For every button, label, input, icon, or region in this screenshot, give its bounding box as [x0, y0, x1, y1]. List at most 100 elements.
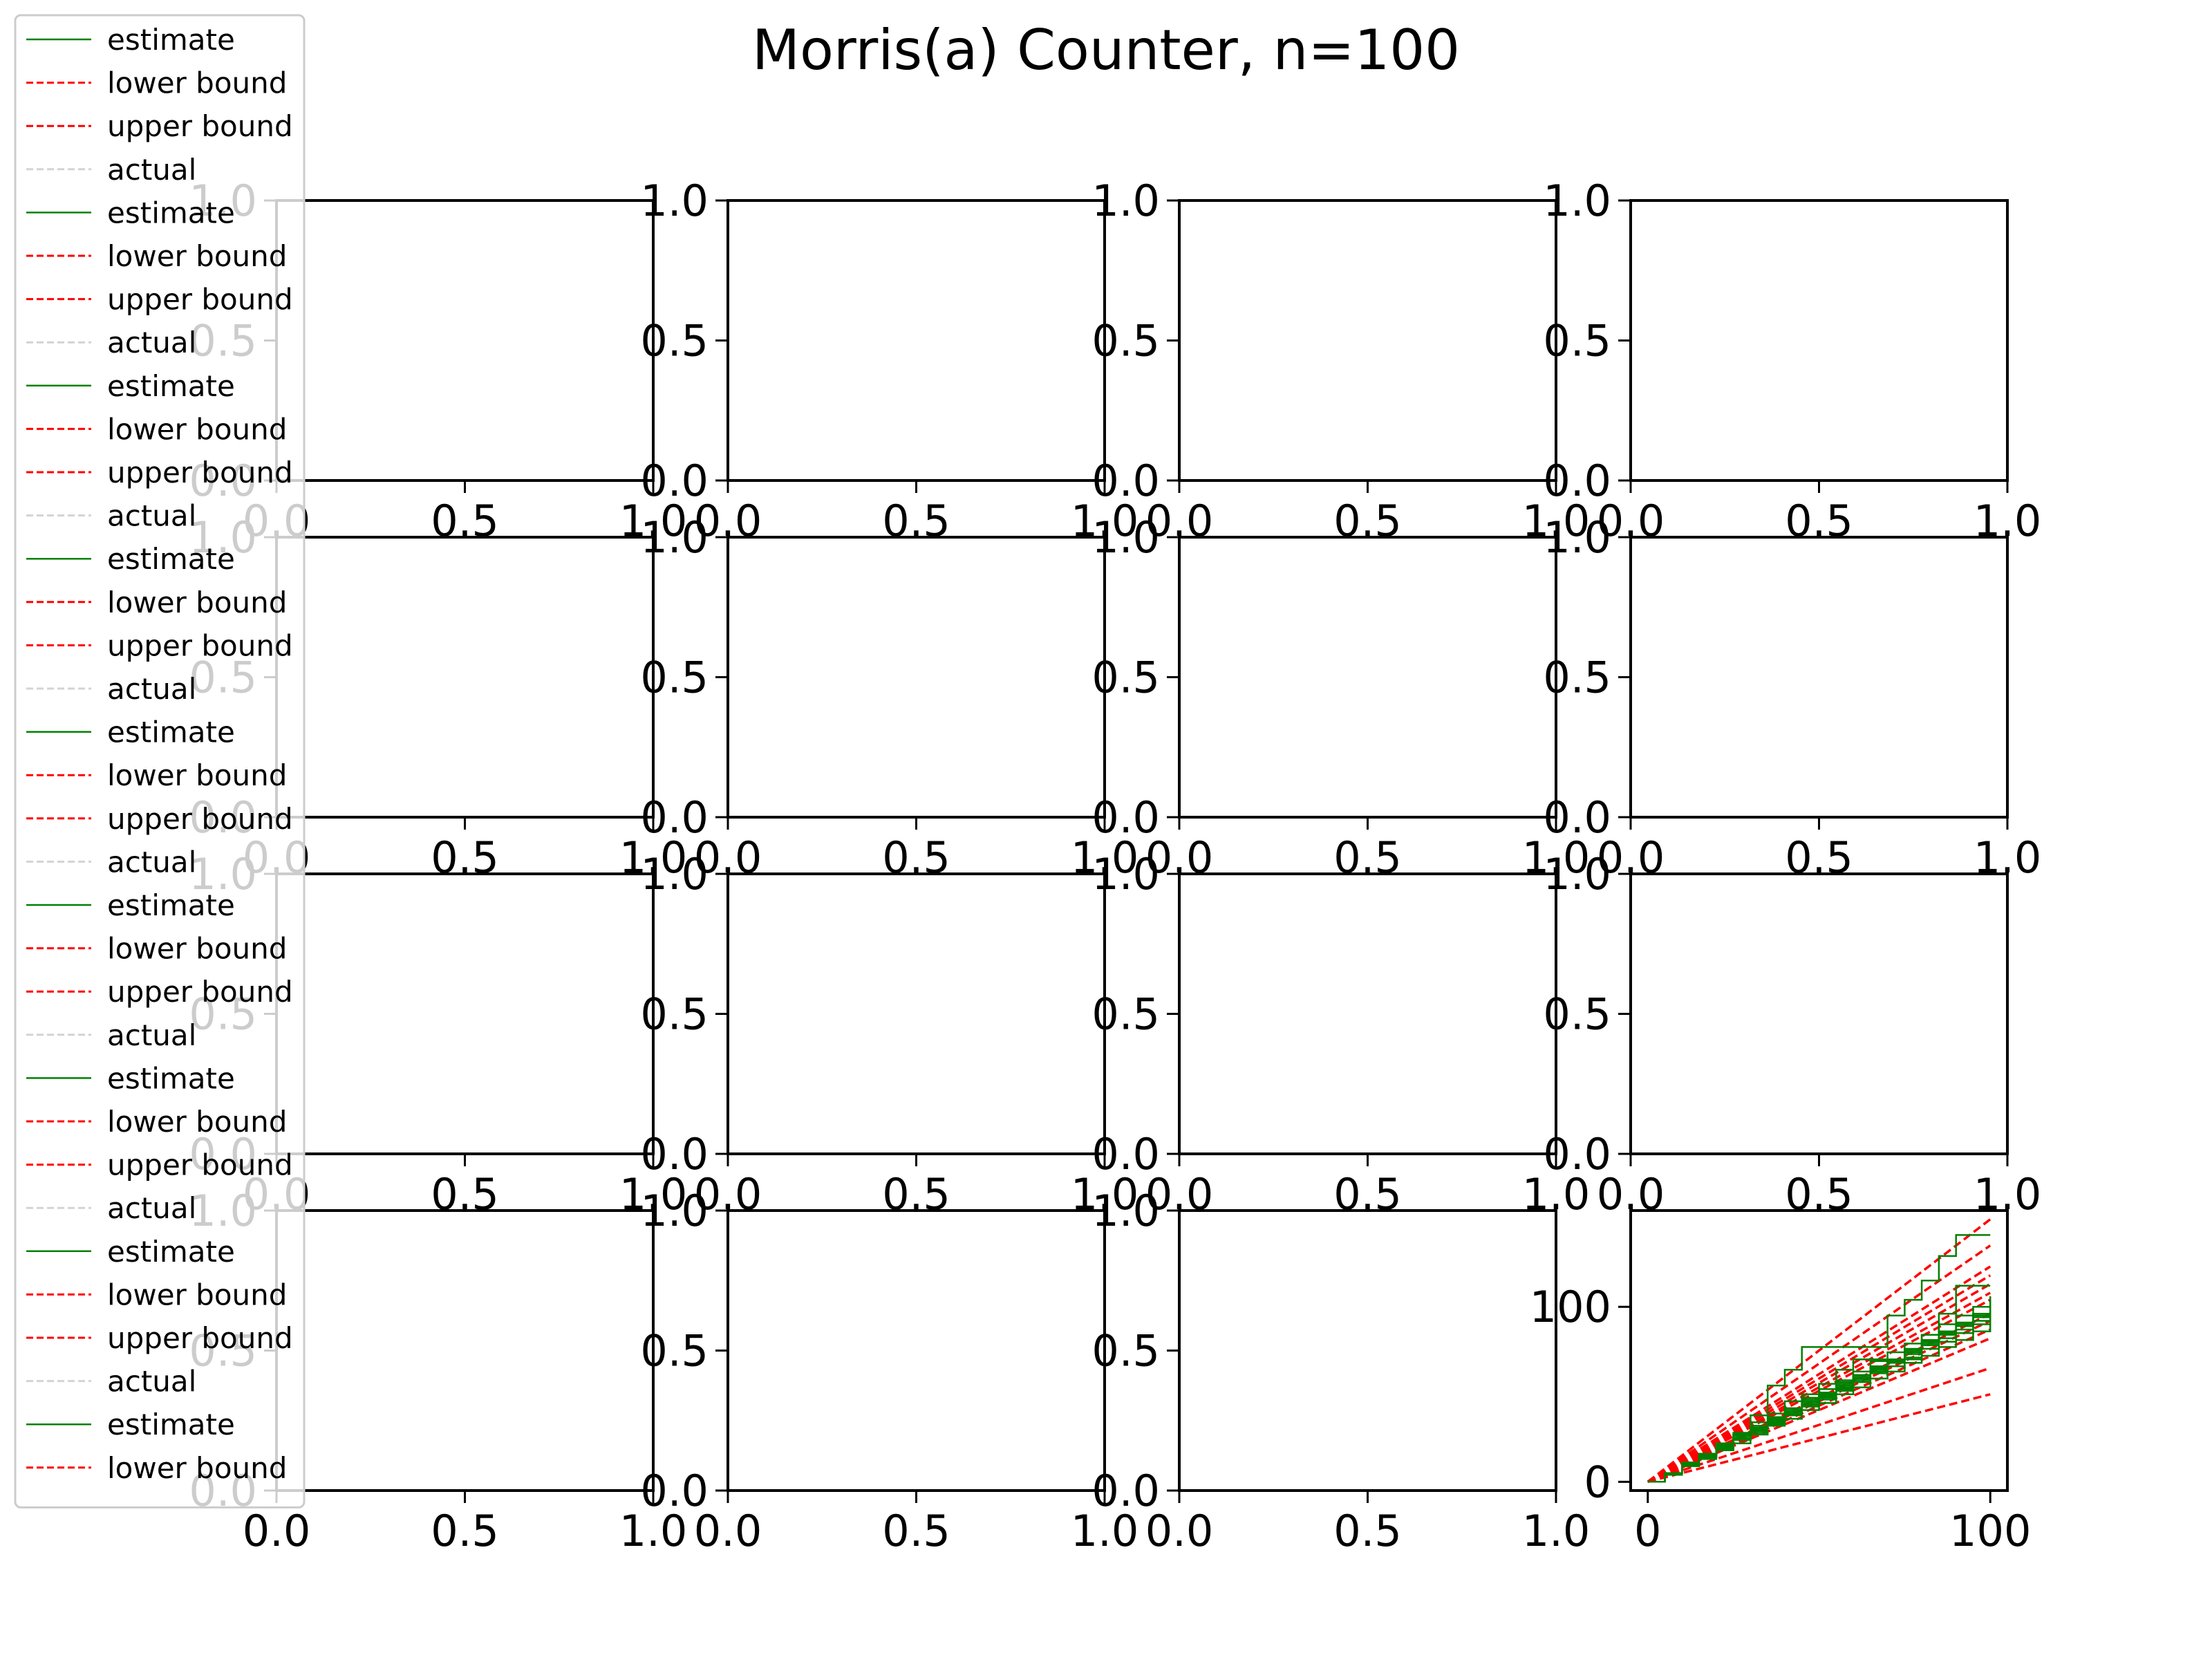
- y-tick-label: 0: [1584, 1457, 1611, 1507]
- subplot-r4-c2: 0.0 0.5 1.0 0.0 0.5 1.0: [640, 1186, 1138, 1556]
- x-tick-label: 0.5: [431, 1506, 499, 1556]
- subplot-r3-c4: 0.0 0.5 1.00.00.51.0: [1543, 849, 2041, 1220]
- x-tick-label: 1.0: [619, 1506, 688, 1556]
- legend-label: lower bound: [107, 932, 287, 966]
- axes-frame: [275, 1209, 655, 1492]
- subplot-r1-c3: 0.0 0.5 1.00.00.51.0: [1091, 176, 1590, 546]
- legend-label: lower bound: [107, 1105, 287, 1139]
- y-tick-label: 0.0: [1091, 1129, 1160, 1179]
- subplot-r1-c2: 0.0 0.5 1.00.00.51.0: [640, 176, 1138, 546]
- x-tick-label: 0.5: [1785, 832, 1853, 883]
- legend-label: upper bound: [107, 975, 293, 1009]
- legend-label: actual: [107, 499, 196, 533]
- legend-label: upper bound: [107, 802, 293, 836]
- y-tick-label: 1.0: [1543, 512, 1611, 563]
- y-tick-label: 1.0: [640, 1186, 709, 1236]
- legend-label: upper bound: [107, 628, 293, 662]
- y-tick-label: 1.0: [1091, 512, 1160, 563]
- estimate-line-8: [1647, 1296, 1991, 1483]
- legend-label: lower bound: [107, 66, 287, 100]
- figure-title: Morris(a) Counter, n=100: [752, 18, 1460, 82]
- x-tick-label: 0.5: [1333, 1506, 1402, 1556]
- legend-label: lower bound: [107, 412, 287, 446]
- y-tick-label: 0.5: [640, 1326, 709, 1376]
- y-tick-label: 0.0: [1543, 1129, 1611, 1179]
- axes-frame: [1178, 536, 1557, 819]
- y-tick-label: 1.0: [640, 176, 709, 226]
- y-tick-label: 1.0: [1091, 849, 1160, 899]
- y-tick-label: 1.0: [1543, 176, 1611, 226]
- x-tick-label: 0.5: [882, 496, 950, 546]
- x-tick-label: 0.5: [431, 832, 499, 883]
- axes-frame: [275, 199, 655, 482]
- x-tick-label: 0.5: [431, 1169, 499, 1220]
- legend-label: estimate: [107, 369, 235, 403]
- legend-label: upper bound: [107, 456, 293, 489]
- x-tick-label: 1.0: [1522, 1506, 1591, 1556]
- bound-line-12: [1647, 1367, 1991, 1483]
- axes-frame: [1629, 872, 2009, 1155]
- axes-frame: [1629, 536, 2009, 819]
- x-tick-label: 0.5: [1785, 1169, 1853, 1220]
- bound-line-1: [1647, 1218, 1991, 1483]
- subplot-r1-c4: 0.0 0.5 1.00.00.51.0: [1543, 176, 2041, 546]
- subplot-r4-c3: 0.0 0.5 1.0 0.0 0.5 1.0: [1091, 1186, 1590, 1556]
- legend-label: actual: [107, 1018, 196, 1052]
- x-tick-label: 0.5: [1333, 832, 1402, 883]
- subplot-r2-c2: 0.0 0.5 1.00.00.51.0: [640, 512, 1138, 883]
- x-tick-label: 0.5: [431, 496, 499, 546]
- legend-label: actual: [107, 672, 196, 706]
- x-tick-label: 0.0: [243, 1506, 311, 1556]
- legend-label: lower bound: [107, 1451, 287, 1485]
- legend-label: estimate: [107, 1061, 235, 1095]
- y-tick-label: 0.5: [640, 653, 709, 703]
- legend-label: estimate: [107, 1235, 235, 1269]
- y-tick-label: 0.5: [640, 989, 709, 1040]
- axes-frame: [727, 872, 1106, 1155]
- legend-label: estimate: [107, 1408, 235, 1441]
- y-tick-label: 0.5: [1091, 989, 1160, 1040]
- legend-label: upper bound: [107, 1148, 293, 1182]
- axes-frame: [1178, 872, 1557, 1155]
- legend-label: estimate: [107, 542, 235, 576]
- y-tick-label: 1.0: [1543, 849, 1611, 899]
- legend-label: lower bound: [107, 758, 287, 792]
- y-tick-label: 0.5: [640, 316, 709, 366]
- axes-frame: [1178, 1209, 1557, 1492]
- x-tick-label: 0.5: [1333, 1169, 1402, 1220]
- y-tick-label: 0.0: [640, 1129, 709, 1179]
- axes-frame: [1178, 199, 1557, 482]
- y-tick-label: 1.0: [640, 849, 709, 899]
- x-tick-label: 0.5: [882, 1506, 950, 1556]
- axes-frame: [1629, 199, 2009, 482]
- x-tick-label: 0.5: [882, 1169, 950, 1220]
- subplot-grid: 0.00.51.00.00.51.00.00.51.00.00.51.00.00…: [189, 176, 2041, 1556]
- bound-line-13: [1647, 1393, 1991, 1483]
- legend-label: upper bound: [107, 1321, 293, 1355]
- y-tick-label: 1.0: [640, 512, 709, 563]
- axes-frame: [275, 872, 655, 1155]
- subplot-r2-c4: 0.0 0.5 1.00.00.51.0: [1543, 512, 2041, 883]
- subplot-r4-c4: 0 100 0 100: [1530, 1209, 2031, 1556]
- y-tick-label: 0.0: [640, 1466, 709, 1516]
- y-tick-label: 0.0: [1091, 456, 1160, 506]
- legend-label: lower bound: [107, 239, 287, 273]
- y-tick-label: 1.0: [1091, 1186, 1160, 1236]
- y-tick-label: 0.0: [1543, 792, 1611, 843]
- legend-label: lower bound: [107, 1278, 287, 1311]
- bound-line-2: [1647, 1244, 1991, 1483]
- subplot-r2-c3: 0.0 0.5 1.00.00.51.0: [1091, 512, 1590, 883]
- legend-label: estimate: [107, 888, 235, 922]
- x-tick-label: 0.5: [882, 832, 950, 883]
- y-tick-label: 0.5: [1091, 1326, 1160, 1376]
- subplot-r3-c3: 0.0 0.5 1.00.00.51.0: [1091, 849, 1590, 1220]
- estimate-line-2: [1647, 1285, 1991, 1483]
- legend-label: actual: [107, 845, 196, 879]
- bound-line-4: [1647, 1274, 1991, 1483]
- y-tick-label: 0.5: [1543, 316, 1611, 366]
- x-tick-label: 1.0: [1071, 1506, 1139, 1556]
- legend-label: upper bound: [107, 109, 293, 143]
- x-tick-label: 0.0: [694, 1506, 762, 1556]
